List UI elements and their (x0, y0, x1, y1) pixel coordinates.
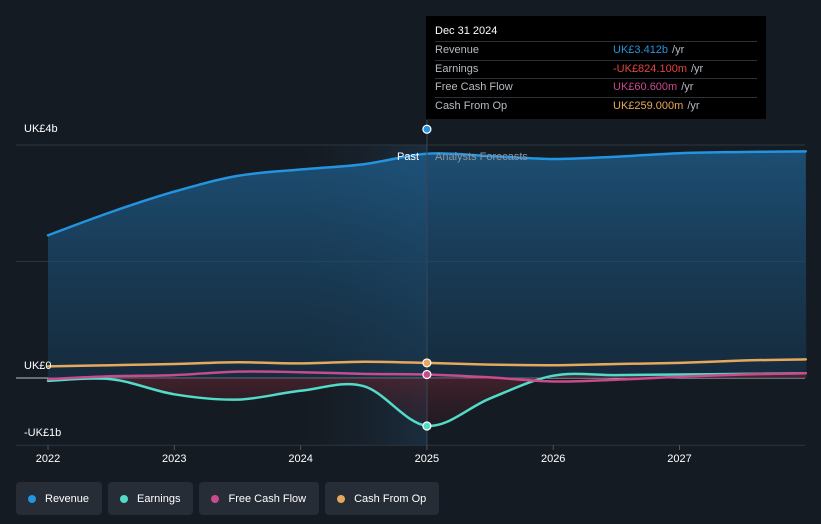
highlight-markers (422, 124, 432, 431)
y-tick-label: UK£0 (24, 360, 52, 372)
tooltip-row-value: UK£60.600m (613, 81, 678, 93)
tooltip-date: Dec 31 2024 (435, 25, 498, 37)
tooltip-row-value: UK£259.000m (613, 99, 684, 112)
revenue-line (46, 150, 808, 237)
chart-legend: Revenue Earnings Free Cash Flow Cash From O… (16, 482, 440, 515)
tooltip-row-unit: /yr (687, 99, 700, 112)
legend-dot-icon (211, 494, 220, 503)
legend-item-revenue[interactable]: Revenue (16, 482, 103, 515)
y-tick-label: UK£4b (24, 123, 58, 135)
tooltip-panel: Dec 31 2024 Revenue UK£3.412b/yr Earnings -… (426, 16, 766, 119)
legend-item-free-cash-flow[interactable]: Free Cash Flow (199, 482, 320, 515)
tooltip-row-label: Cash From Op (435, 99, 508, 112)
legend-label: Cash From Op (354, 492, 427, 505)
cash-from-op-marker (422, 358, 432, 368)
x-axis-ticks: 2022 2023 2024 2025 2026 2027 (36, 445, 692, 465)
legend-label: Earnings (137, 492, 181, 505)
legend-label: Revenue (45, 492, 90, 505)
past-label: Past (397, 151, 419, 163)
tooltip-row: Revenue UK£3.412b/yr (435, 41, 757, 60)
revenue-marker (422, 124, 432, 134)
x-tick-label: 2024 (288, 453, 312, 465)
tooltip-row-label: Revenue (435, 44, 480, 56)
tooltip-rows: Revenue UK£3.412b/yr Earnings -UK£824.100m /… (435, 41, 757, 115)
tooltip-row-unit: /yr (672, 44, 685, 56)
tooltip-row-unit: /yr (681, 81, 694, 93)
x-tick-label: 2027 (667, 453, 691, 465)
x-tick-label: 2026 (541, 453, 565, 465)
legend-dot-icon (28, 494, 36, 503)
tooltip-row-label: Earnings (435, 62, 479, 75)
tooltip-row-value: -UK£824.100m (613, 62, 687, 75)
legend-label: Free Cash Flow (228, 492, 307, 505)
tooltip-row-unit: /yr (691, 62, 704, 75)
forecast-label: Analysts Forecasts (435, 151, 528, 163)
free-cash-flow-marker (422, 369, 432, 380)
tooltip-row-value: UK£3.412b (613, 44, 669, 56)
tooltip-row-label: Free Cash Flow (435, 81, 513, 93)
legend-item-earnings[interactable]: Earnings (108, 482, 194, 515)
tooltip-row: Earnings -UK£824.100m/yr (435, 59, 757, 79)
legend-item-cash-from-op[interactable]: Cash From Op (325, 482, 440, 515)
x-tick-label: 2022 (36, 453, 60, 465)
legend-dot-icon (120, 494, 129, 503)
legend-dot-icon (337, 494, 346, 503)
y-axis-ticks: UK£4b UK£0 -UK£1b (24, 123, 61, 439)
earnings-marker (422, 421, 432, 431)
x-tick-label: 2023 (162, 453, 186, 465)
tooltip-row: Cash From Op UK£259.000m/yr (435, 96, 757, 116)
y-tick-label: -UK£1b (24, 427, 61, 439)
x-tick-label: 2025 (415, 453, 439, 465)
tooltip-row: Free Cash Flow UK£60.600m/yr (435, 78, 757, 97)
